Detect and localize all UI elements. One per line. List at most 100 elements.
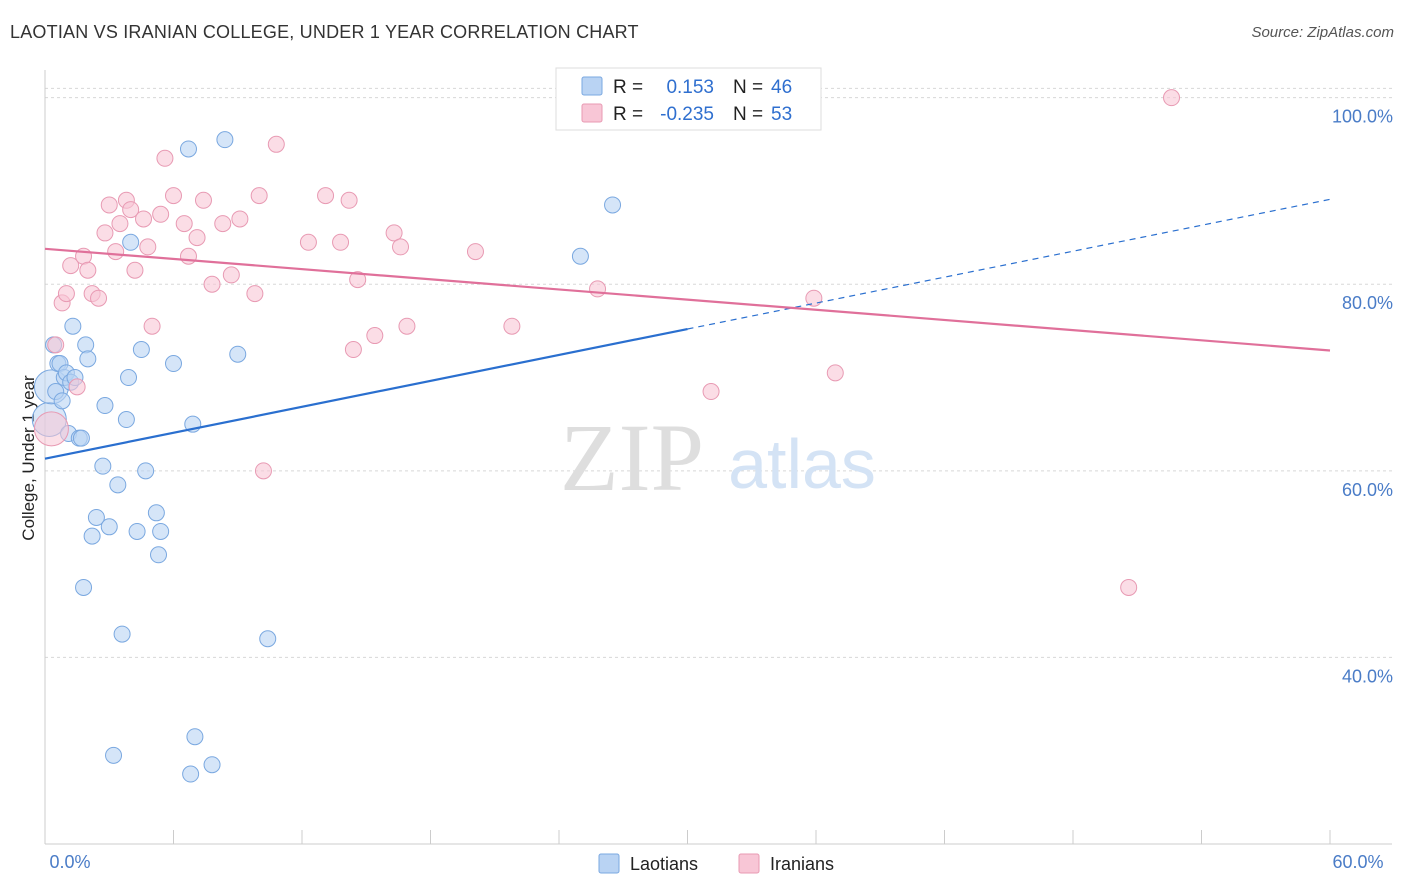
y-tick-label: 100.0%	[1332, 107, 1393, 127]
iranians-legend-swatch	[581, 103, 603, 123]
laotian-point	[109, 476, 127, 494]
iranian-point	[826, 364, 844, 382]
iranian-point	[332, 233, 350, 251]
laotians-legend-swatch	[581, 76, 603, 96]
laotian-point	[137, 462, 155, 480]
iranians-trend-line	[44, 247, 1331, 352]
iranian-point	[254, 462, 272, 480]
iranian-point	[33, 411, 69, 447]
laotian-point	[77, 336, 95, 354]
laotian-point	[117, 411, 135, 429]
iranian-point	[366, 327, 384, 345]
iranian-point	[152, 205, 170, 223]
iranian-point	[165, 187, 182, 205]
laotian-point	[186, 728, 204, 746]
watermark-zip: ZIP	[560, 404, 704, 511]
laotians-trend-line	[44, 327, 688, 460]
series-legend: Laotians Iranians	[598, 853, 834, 874]
iranian-point	[68, 378, 86, 396]
iranian-point	[139, 238, 157, 256]
iranians-legend-label: Iranians	[770, 854, 834, 874]
iranian-point	[175, 215, 193, 233]
laotian-point	[165, 355, 182, 373]
axes	[44, 70, 1392, 845]
iranian-point	[214, 215, 232, 233]
iranian-point	[231, 210, 249, 228]
laotian-point	[122, 233, 140, 251]
iranian-point	[188, 229, 206, 247]
laotian-point	[150, 546, 168, 564]
iranian-point	[111, 215, 129, 233]
iranian-point	[179, 247, 197, 265]
iranian-point	[392, 238, 410, 256]
laotians-r-value: 0.153	[666, 77, 714, 98]
y-tick-label: 40.0%	[1342, 666, 1393, 686]
iranian-point	[702, 383, 720, 401]
x-tick-label-max: 60.0%	[1332, 852, 1383, 872]
laotian-point	[72, 429, 90, 447]
laotian-point	[128, 522, 146, 540]
source-label: Source: ZipAtlas.com	[1251, 24, 1394, 41]
iranian-point	[267, 135, 285, 153]
iranian-point	[222, 266, 240, 284]
y-tick-labels: 40.0% 60.0% 80.0% 100.0%	[1332, 107, 1393, 687]
laotians-bottom-swatch	[598, 853, 620, 874]
iranian-point	[100, 196, 118, 214]
laotian-point	[571, 247, 589, 265]
iranian-point	[122, 201, 140, 219]
iranian-point	[57, 285, 75, 303]
laotian-point	[87, 508, 105, 526]
iranian-point	[466, 243, 484, 261]
iranian-point	[62, 257, 80, 275]
iranian-point	[250, 187, 268, 205]
trend-lines	[44, 198, 1331, 460]
y-axis-title: College, Under 1 year	[19, 375, 38, 541]
laotian-point	[96, 397, 114, 415]
laotians-r-label: R =	[613, 77, 643, 98]
iranian-point	[135, 210, 153, 228]
laotian-point	[53, 392, 71, 410]
iranian-point	[805, 289, 823, 307]
iranian-point	[344, 341, 362, 359]
laotians-n-label: N =	[733, 77, 763, 98]
laotian-point	[182, 765, 200, 783]
laotian-point	[64, 317, 82, 335]
laotian-point	[604, 196, 622, 214]
iranian-point	[1120, 578, 1138, 596]
laotian-point	[79, 350, 97, 368]
stats-legend: R = 0.153 N = 46 R = -0.235 N = 53	[555, 67, 822, 131]
iranian-point	[156, 149, 174, 167]
iranians-bottom-swatch	[738, 853, 760, 874]
iranian-point	[398, 317, 416, 335]
iranian-point	[79, 261, 97, 279]
laotian-point	[179, 140, 197, 158]
laotian-point	[94, 457, 112, 475]
iranian-point	[503, 317, 521, 335]
chart-title: LAOTIAN VS IRANIAN COLLEGE, UNDER 1 YEAR…	[10, 22, 639, 42]
laotian-point	[100, 518, 118, 536]
watermark: ZIP atlas	[560, 404, 876, 511]
laotian-point	[229, 345, 247, 363]
laotian-point	[152, 522, 170, 540]
iranians-r-label: R =	[613, 104, 643, 125]
laotian-point	[105, 746, 123, 764]
iranian-point	[194, 191, 212, 209]
iranian-point	[143, 317, 161, 335]
laotian-point	[147, 504, 165, 522]
iranian-point	[340, 191, 358, 209]
laotian-point	[216, 131, 234, 149]
iranian-point	[299, 233, 317, 251]
x-tick-label-min: 0.0%	[49, 852, 90, 872]
laotian-point	[75, 578, 93, 596]
iranians-n-value: 53	[771, 104, 792, 125]
laotian-point	[83, 527, 101, 545]
laotian-point	[259, 630, 277, 648]
iranian-point	[246, 285, 264, 303]
iranians-r-value: -0.235	[660, 104, 714, 125]
laotian-point	[113, 625, 131, 643]
iranian-point	[126, 261, 144, 279]
iranian-point	[47, 336, 65, 354]
laotians-trend-extension	[687, 198, 1331, 330]
laotian-point	[203, 756, 221, 774]
